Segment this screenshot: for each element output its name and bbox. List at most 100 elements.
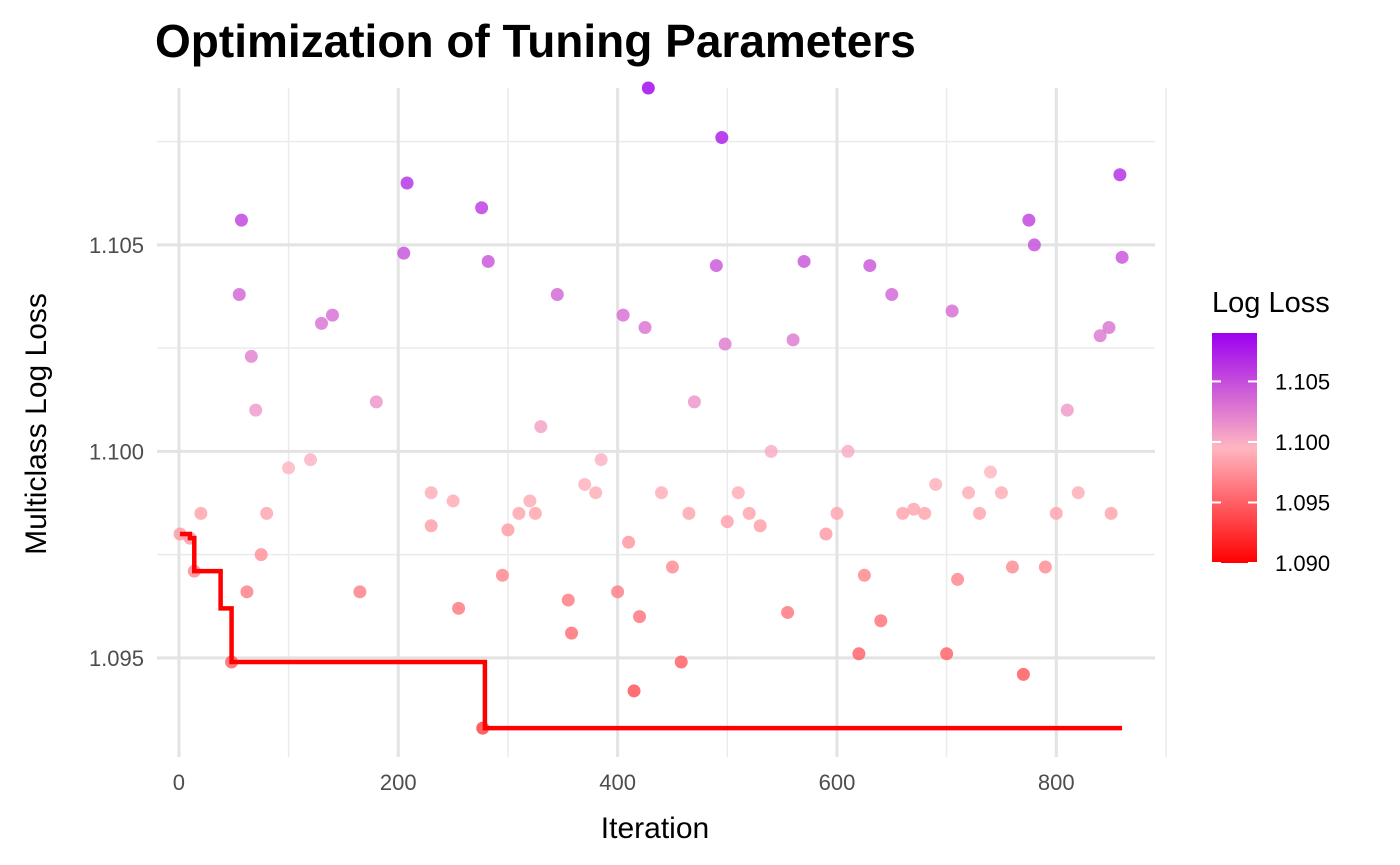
data-point	[232, 287, 246, 301]
data-point	[718, 337, 732, 351]
data-point	[400, 176, 414, 190]
data-point	[715, 131, 729, 145]
data-point	[260, 506, 274, 520]
y-tick-label: 1.100	[89, 439, 144, 464]
data-point	[594, 453, 608, 467]
data-point	[1038, 560, 1052, 574]
data-point	[797, 254, 811, 268]
data-point	[863, 259, 877, 273]
data-point	[1022, 213, 1036, 227]
data-point	[534, 420, 548, 434]
data-point	[481, 254, 495, 268]
data-point	[1071, 486, 1085, 500]
plot-grid	[157, 88, 1167, 757]
data-point	[589, 486, 603, 500]
data-point	[561, 593, 575, 607]
data-point	[830, 506, 844, 520]
data-point	[841, 444, 855, 458]
data-point	[550, 287, 564, 301]
chart-title: Optimization of Tuning Parameters	[155, 15, 916, 67]
data-point	[945, 304, 959, 318]
data-point	[874, 614, 888, 628]
x-axis-ticks: 0 200 400 600 800	[173, 770, 1075, 795]
data-point	[786, 333, 800, 347]
data-point	[720, 515, 734, 529]
data-point	[254, 548, 268, 562]
legend-tick-label: 1.105	[1275, 369, 1330, 394]
data-point	[857, 568, 871, 582]
data-point	[244, 349, 258, 363]
legend-tick-label: 1.100	[1275, 430, 1330, 455]
data-point	[501, 523, 515, 537]
data-point	[1005, 560, 1019, 574]
data-point	[446, 494, 460, 508]
data-point	[1115, 250, 1129, 264]
data-point	[424, 486, 438, 500]
data-point	[731, 486, 745, 500]
data-point	[622, 535, 636, 549]
x-tick-label: 0	[173, 770, 185, 795]
x-tick-label: 200	[380, 770, 417, 795]
data-point	[641, 81, 655, 95]
data-point	[282, 461, 296, 475]
data-point	[973, 506, 987, 520]
data-point	[1104, 506, 1118, 520]
data-point	[1027, 238, 1041, 252]
data-point	[1016, 667, 1030, 681]
data-point	[665, 560, 679, 574]
y-axis-ticks: 1.095 1.100 1.105	[89, 233, 144, 671]
data-point	[753, 519, 767, 533]
x-tick-label: 800	[1038, 770, 1075, 795]
data-point	[1102, 321, 1116, 335]
data-point	[951, 572, 965, 586]
data-point	[194, 506, 208, 520]
legend-tick-label: 1.095	[1275, 490, 1330, 515]
data-point	[940, 647, 954, 661]
data-point	[1093, 329, 1107, 343]
data-point	[528, 506, 542, 520]
data-point	[369, 395, 383, 409]
data-point	[885, 287, 899, 301]
data-point	[234, 213, 248, 227]
y-tick-label: 1.105	[89, 233, 144, 258]
legend-title: Log Loss	[1212, 287, 1330, 319]
data-point	[1060, 403, 1074, 417]
color-legend: Log Loss 1.105 1.100 1.095 1.090	[1212, 287, 1330, 576]
data-point	[994, 486, 1008, 500]
data-point	[475, 201, 489, 215]
data-point	[1049, 506, 1063, 520]
data-point	[819, 527, 833, 541]
data-point	[654, 486, 668, 500]
data-point	[495, 568, 509, 582]
data-point	[929, 477, 943, 491]
data-point	[1113, 168, 1127, 182]
data-point	[764, 444, 778, 458]
legend-colorbar	[1212, 333, 1257, 563]
data-point	[907, 502, 921, 516]
data-point	[983, 465, 997, 479]
data-point	[397, 246, 411, 260]
data-point	[611, 585, 625, 599]
y-tick-label: 1.095	[89, 646, 144, 671]
data-point	[709, 259, 723, 273]
data-point	[918, 506, 932, 520]
data-point	[638, 321, 652, 335]
data-point	[523, 494, 537, 508]
data-point	[852, 647, 866, 661]
data-point	[325, 308, 339, 322]
data-point	[682, 506, 696, 520]
x-tick-label: 400	[599, 770, 636, 795]
data-point	[633, 610, 647, 624]
data-point	[240, 585, 254, 599]
data-point	[565, 626, 579, 640]
data-point	[781, 605, 795, 619]
data-point	[512, 506, 526, 520]
legend-tick-label: 1.090	[1275, 551, 1330, 576]
data-point	[424, 519, 438, 533]
x-tick-label: 600	[819, 770, 856, 795]
data-point	[249, 403, 263, 417]
data-point	[353, 585, 367, 599]
data-point	[452, 601, 466, 615]
data-point	[627, 684, 641, 698]
